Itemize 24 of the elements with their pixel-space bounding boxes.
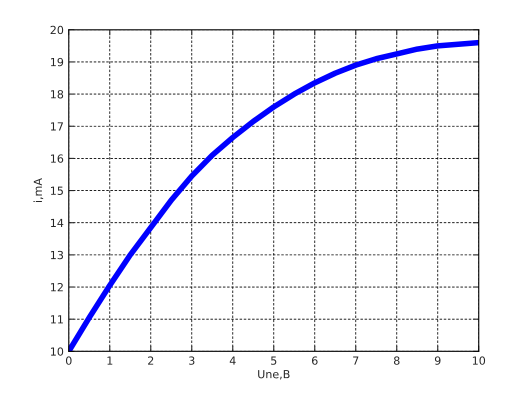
y-tick-label: 10 (50, 347, 64, 356)
y-tick-label: 17 (50, 122, 63, 130)
x-tick-label: 4 (230, 356, 236, 365)
x-tick-label: 0 (66, 356, 72, 365)
y-tick-label: 18 (50, 90, 64, 98)
x-tick-label: 7 (353, 356, 358, 365)
x-tick-label: 6 (312, 356, 318, 365)
x-axis-title: Une,B (258, 370, 290, 380)
y-tick-label: 16 (50, 154, 64, 163)
x-tick-label: 10 (472, 356, 486, 365)
y-tick-label: 11 (50, 315, 63, 324)
x-tick-label: 1 (107, 356, 112, 365)
y-tick-label: 15 (50, 186, 63, 195)
x-tick-label: 5 (271, 356, 276, 365)
y-tick-label: 20 (50, 26, 64, 34)
y-tick-label: 19 (50, 58, 64, 66)
y-tick-label: 12 (50, 283, 63, 292)
x-tick-label: 8 (394, 356, 400, 365)
y-axis-title: i,mA (33, 178, 44, 202)
y-tick-label: 14 (50, 218, 64, 227)
y-tick-label: 13 (50, 250, 64, 260)
x-tick-label: 3 (189, 356, 194, 365)
x-tick-label: 2 (148, 356, 154, 365)
x-tick-label: 9 (434, 356, 440, 365)
